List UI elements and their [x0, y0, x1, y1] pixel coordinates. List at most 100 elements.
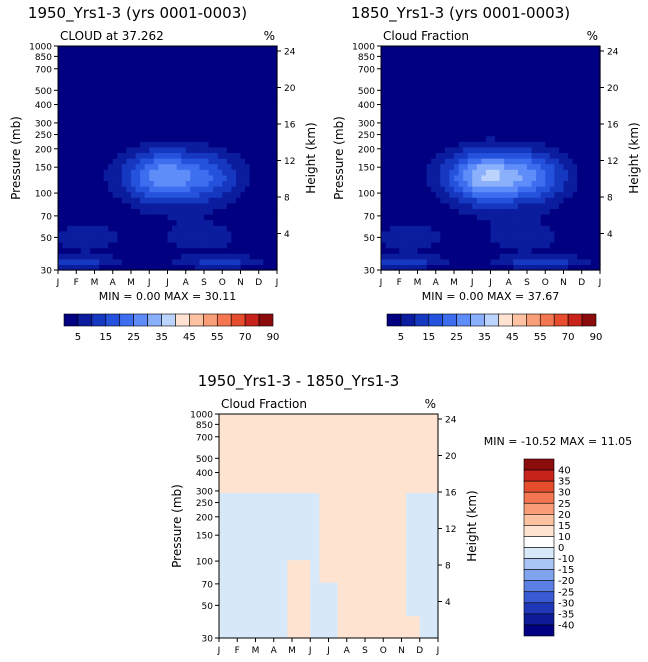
field-cell — [172, 158, 178, 165]
field-cell — [513, 169, 519, 176]
field-cell — [301, 425, 307, 432]
field-cell — [131, 202, 137, 209]
field-cell — [176, 146, 182, 153]
field-cell — [62, 214, 68, 221]
field-cell — [490, 225, 496, 232]
field-cell — [476, 51, 482, 58]
field-cell — [572, 85, 578, 92]
field-cell — [545, 74, 551, 81]
field-cell — [190, 102, 196, 109]
field-cell — [522, 51, 528, 58]
field-cell — [254, 180, 260, 187]
field-cell — [485, 46, 492, 53]
field-cell — [121, 186, 128, 193]
field-cell — [144, 264, 150, 271]
field-cell — [581, 247, 587, 254]
field-cell — [467, 163, 473, 170]
x-tick-label: A — [110, 278, 117, 288]
field-cell — [476, 214, 482, 221]
field-cell — [581, 208, 587, 215]
field-cell — [99, 163, 105, 170]
field-cell — [240, 74, 246, 81]
field-cell — [80, 102, 86, 109]
field-cell — [508, 158, 514, 165]
field-cell — [135, 236, 141, 243]
field-cell — [399, 219, 405, 226]
field-cell — [549, 113, 555, 120]
field-cell — [254, 225, 260, 232]
field-cell — [282, 464, 289, 471]
field-cell — [254, 85, 260, 92]
field-cell — [260, 458, 266, 465]
field-cell — [435, 214, 441, 221]
field-cell — [431, 130, 437, 137]
field-cell — [254, 102, 260, 109]
field-cell — [399, 247, 405, 254]
field-cell — [319, 598, 325, 605]
field-cell — [153, 96, 159, 103]
field-cell — [135, 247, 141, 254]
field-cell — [254, 186, 260, 193]
field-cell — [287, 509, 293, 516]
field-cell — [476, 118, 482, 125]
field-cell — [62, 90, 68, 97]
field-cell — [435, 191, 441, 198]
field-cell — [301, 442, 307, 449]
field-cell — [449, 113, 455, 120]
field-cell — [112, 79, 118, 86]
field-cell — [67, 46, 73, 53]
field-cell — [222, 186, 228, 193]
field-cell — [140, 74, 146, 81]
field-cell — [245, 230, 251, 237]
field-cell — [586, 253, 592, 260]
field-cell — [287, 615, 293, 622]
field-cell — [144, 174, 150, 181]
field-cell — [199, 225, 205, 232]
field-cell — [140, 146, 146, 153]
field-cell — [255, 464, 261, 471]
field-cell — [481, 152, 487, 159]
field-cell — [99, 46, 105, 53]
field-cell — [121, 158, 128, 165]
field-cell — [223, 520, 229, 527]
field-cell — [245, 247, 251, 254]
field-cell — [213, 124, 219, 131]
field-cell — [208, 163, 214, 170]
field-cell — [213, 158, 219, 165]
field-cell — [250, 509, 257, 516]
field-cell — [249, 163, 255, 170]
field-cell — [99, 79, 105, 86]
field-cell — [490, 247, 496, 254]
field-cell — [301, 593, 307, 600]
field-cell — [71, 141, 77, 148]
field-cell — [260, 414, 266, 421]
field-cell — [513, 118, 519, 125]
field-cell — [485, 197, 492, 204]
field-cell — [310, 632, 316, 639]
field-cell — [481, 135, 487, 142]
field-cell — [287, 464, 293, 471]
field-cell — [499, 158, 505, 165]
field-cell — [310, 537, 316, 544]
field-cell — [314, 565, 320, 572]
field-cell — [549, 247, 555, 254]
field-cell — [540, 197, 546, 204]
field-cell — [444, 208, 451, 215]
field-cell — [381, 102, 387, 109]
field-cell — [545, 258, 551, 265]
field-cell — [531, 225, 537, 232]
field-cell — [144, 258, 150, 265]
field-cell — [549, 135, 555, 142]
field-cell — [408, 107, 414, 114]
field-cell — [536, 141, 542, 148]
field-cell — [323, 570, 330, 577]
field-cell — [517, 118, 524, 125]
field-cell — [108, 253, 114, 260]
x-tick-label: O — [542, 278, 549, 288]
field-cell — [103, 197, 109, 204]
field-cell — [305, 470, 311, 477]
field-cell — [117, 135, 123, 142]
field-cell — [301, 576, 307, 583]
field-cell — [117, 130, 123, 137]
field-cell — [208, 258, 214, 265]
